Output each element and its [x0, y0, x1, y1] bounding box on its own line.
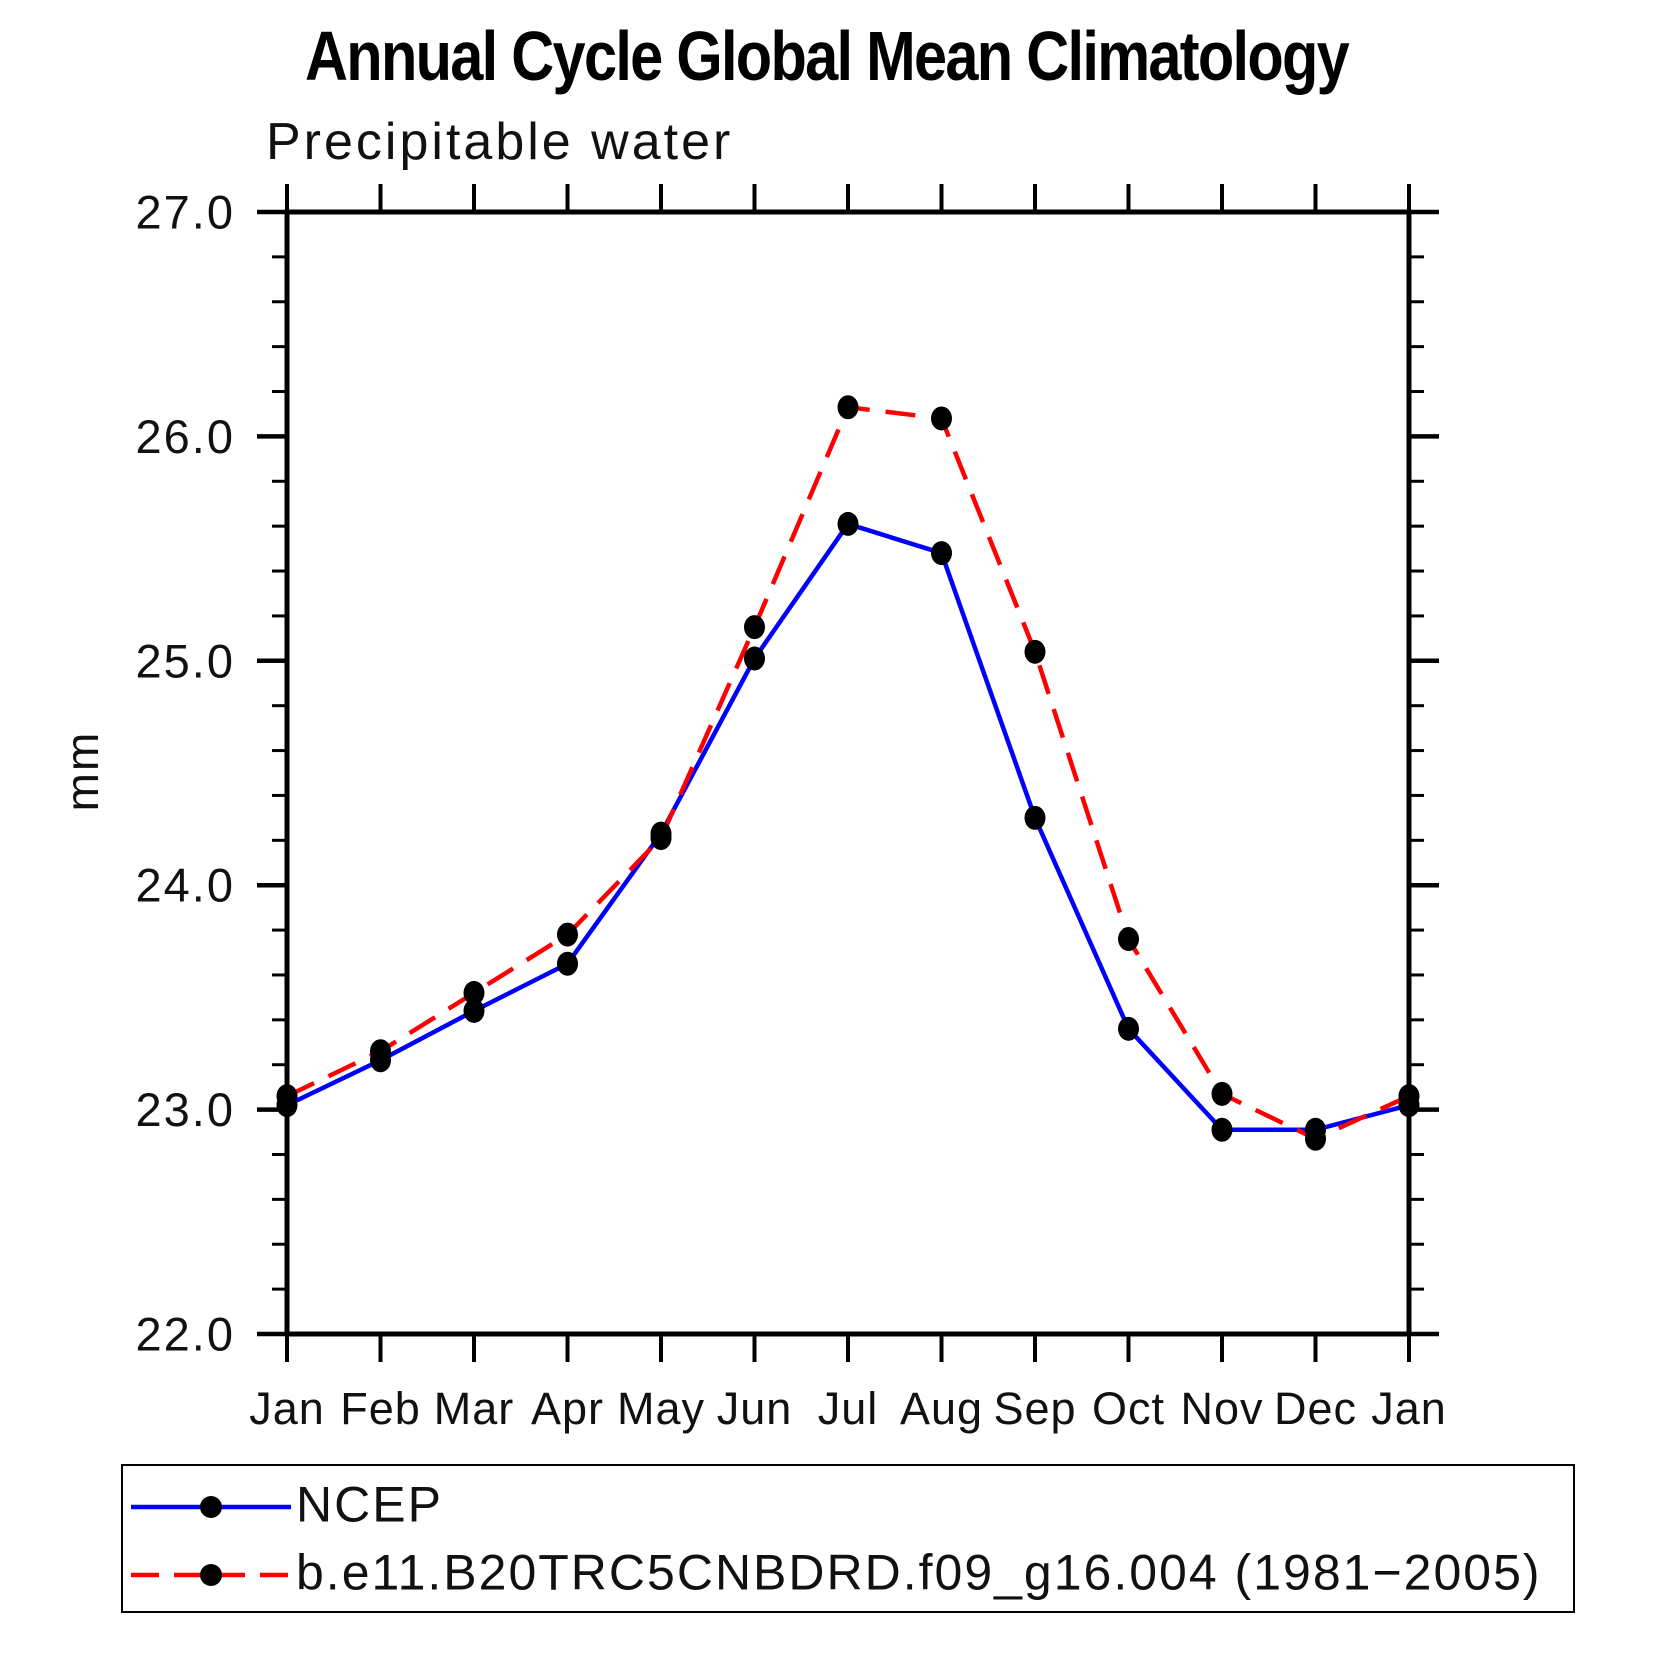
y-axis-tick-label: 24.0	[136, 859, 235, 912]
x-axis-tick-label: Feb	[340, 1383, 421, 1434]
legend-line-sample-solid	[131, 1496, 291, 1518]
data-point-marker-series-1	[276, 1084, 298, 1109]
y-axis-tick-label: 27.0	[136, 186, 235, 239]
data-point-marker-series-1	[1211, 1081, 1233, 1106]
data-point-marker-series-1	[650, 826, 672, 851]
data-point-marker-series-1	[1305, 1126, 1326, 1151]
data-point-marker-series-0	[931, 541, 952, 566]
data-point-marker-series-1	[1118, 927, 1139, 952]
x-axis-tick-label: Jul	[818, 1383, 879, 1434]
data-point-marker-series-1	[931, 406, 952, 431]
y-axis-tick-label: 25.0	[136, 634, 235, 687]
data-point-marker-series-1	[837, 395, 859, 420]
x-axis-tick-label: Apr	[531, 1383, 604, 1434]
data-point-marker-series-1	[463, 980, 485, 1005]
data-point-marker-series-0	[1024, 805, 1046, 830]
legend-marker-model	[200, 1564, 222, 1586]
x-axis-tick-label: Jun	[717, 1383, 793, 1434]
x-axis-tick-label: Sep	[993, 1383, 1076, 1434]
y-axis-tick-label: 23.0	[136, 1083, 235, 1136]
legend-label-ncep: NCEP	[296, 1476, 443, 1533]
chart-title: Annual Cycle Global Mean Climatology	[304, 17, 1350, 95]
series-line-0	[286, 521, 1410, 1133]
x-axis-tick-label: Jan	[1371, 1383, 1447, 1434]
y-axis-tick-label: 26.0	[136, 410, 235, 463]
legend-label-model: b.e11.B20TRC5CNBDRD.f09_g16.004 (1981−20…	[296, 1544, 1542, 1601]
legend: NCEP b.e11.B20TRC5CNBDRD.f09_g16.004 (19…	[121, 1464, 1575, 1613]
data-point-marker-series-0	[1118, 1016, 1139, 1041]
x-axis-tick-label: Jan	[249, 1383, 325, 1434]
x-axis-tick-label: Mar	[434, 1383, 515, 1434]
data-point-marker-series-0	[837, 511, 859, 536]
x-axis-tick-label: Aug	[900, 1383, 983, 1434]
x-axis-tick-label: Nov	[1180, 1383, 1263, 1434]
x-axis-tick-label: Dec	[1274, 1383, 1357, 1434]
data-point-marker-series-0	[463, 998, 485, 1023]
legend-marker-ncep	[200, 1496, 222, 1518]
legend-line-sample-dashed	[131, 1564, 291, 1586]
y-axis-tick-label: 22.0	[136, 1308, 235, 1361]
data-point-marker-series-1	[1024, 639, 1046, 664]
chart-subtitle: Precipitable water	[266, 113, 734, 171]
data-point-marker-series-1	[370, 1039, 391, 1064]
data-point-marker-series-1	[744, 615, 765, 640]
data-point-marker-series-0	[744, 646, 765, 671]
data-point-marker-series-1	[1398, 1084, 1420, 1109]
x-axis-tick-label: Oct	[1092, 1383, 1165, 1434]
data-point-marker-series-0	[557, 951, 578, 976]
data-point-marker-series-1	[557, 922, 578, 947]
data-point-marker-series-0	[1211, 1117, 1233, 1142]
x-axis-tick-label: May	[617, 1383, 705, 1434]
axis-frame	[284, 209, 1412, 1337]
